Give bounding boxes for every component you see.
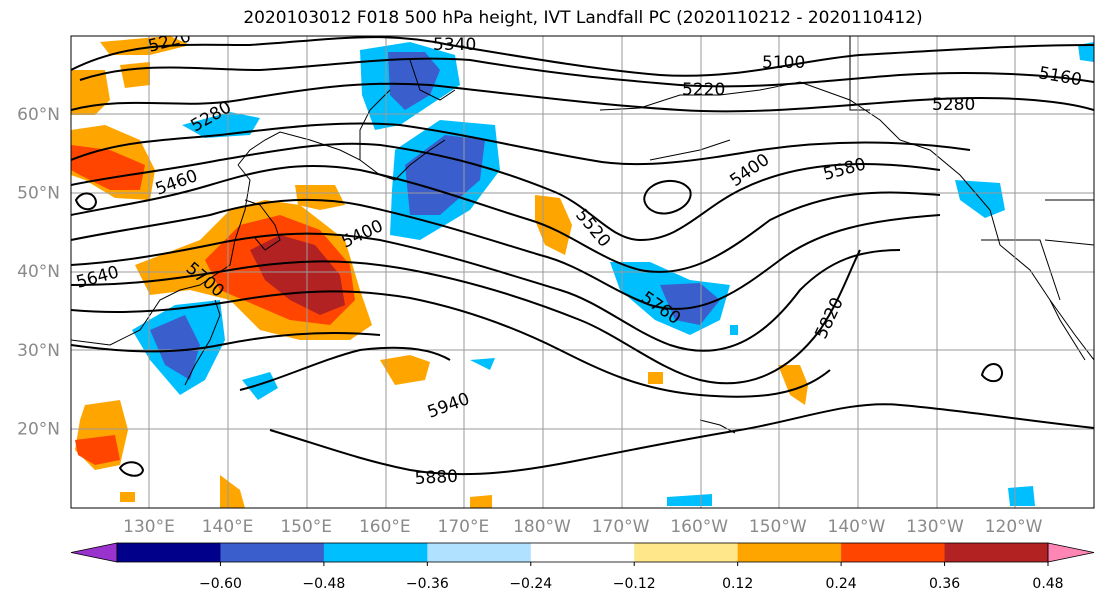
colorbar-frame [116, 542, 1049, 563]
colorbar-swatch [323, 543, 428, 562]
latitude-labels: 60°N 50°N 40°N 30°N 20°N [17, 105, 60, 439]
lat-label: 60°N [17, 105, 60, 125]
lon-label: 130°W [906, 517, 964, 537]
colorbar-swatch [737, 543, 842, 562]
ivt-negative-shading [132, 42, 1094, 506]
colorbar-swatch [117, 543, 221, 562]
colorbar-extend-low [70, 542, 118, 563]
height-contours [71, 36, 1094, 477]
colorbar-tick-label: −0.60 [199, 576, 242, 592]
colorbar-swatch [944, 543, 1049, 562]
lat-label: 50°N [17, 184, 60, 204]
colorbar-swatch [530, 543, 635, 562]
colorbar-swatch [841, 543, 946, 562]
lon-label: 130°E [123, 517, 175, 537]
contour-label-5880: 5880 [414, 467, 458, 489]
map-area: 5220 5340 5100 5160 5280 5220 5280 5460 … [71, 35, 1094, 508]
contour-label-5220-east: 5220 [682, 80, 725, 100]
contour-label-5340: 5340 [433, 35, 476, 55]
lat-label: 40°N [17, 262, 60, 282]
lat-label: 30°N [17, 341, 60, 361]
lon-label: 120°W [985, 517, 1043, 537]
lon-label: 160°W [670, 517, 728, 537]
colorbar-swatch [220, 543, 325, 562]
colorbar-tick-label: 0.48 [1032, 576, 1063, 592]
lon-label: 160°E [359, 517, 411, 537]
colorbar: −0.60 −0.48 −0.36 −0.24 −0.12 0.12 0.24 0.36 0.4… [70, 542, 1095, 592]
lon-label: 150°W [749, 517, 807, 537]
map-title: 2020103012 F018 500 hPa height, IVT Land… [243, 8, 923, 28]
colorbar-swatch [634, 543, 739, 562]
lon-label: 140°W [828, 517, 886, 537]
lon-label: 170°W [592, 517, 650, 537]
colorbar-tick-label: −0.48 [302, 576, 345, 592]
colorbar-tick-label: −0.24 [509, 576, 552, 592]
contour-label-5100: 5100 [762, 53, 805, 73]
colorbar-tick-label: 0.36 [929, 576, 960, 592]
contour-label-5280-east: 5280 [932, 95, 975, 115]
colorbar-tick-label: −0.36 [406, 576, 449, 592]
colorbar-tick-label: −0.12 [613, 576, 656, 592]
lat-label: 20°N [17, 419, 60, 439]
colorbar-tick-label: 0.24 [826, 576, 857, 592]
lon-label: 180°W [513, 517, 571, 537]
colorbar-swatch [427, 543, 532, 562]
lon-label: 150°E [280, 517, 332, 537]
longitude-labels: 130°E 140°E 150°E 160°E 170°E 180°W 170°W 160°W… [123, 517, 1043, 537]
lon-label: 140°E [202, 517, 254, 537]
colorbar-tick-label: 0.12 [722, 576, 753, 592]
lon-label: 170°E [438, 517, 490, 537]
coastlines [71, 36, 1094, 434]
map-border [70, 35, 1095, 509]
colorbar-extend-high [1047, 542, 1095, 563]
